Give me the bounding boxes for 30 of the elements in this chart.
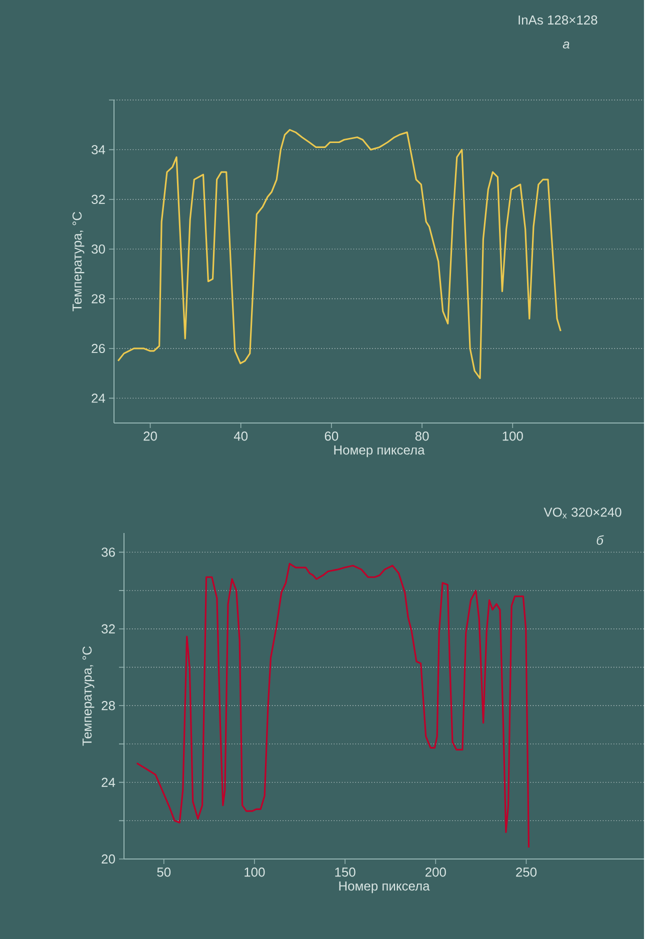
line-series (118, 129, 562, 380)
x-tick-label: 20 (144, 432, 158, 441)
chart-title: InAs 128×128 (518, 15, 598, 25)
y-axis-title: Температура, °C (82, 646, 94, 746)
x-tick-label: 100 (503, 432, 524, 441)
x-axis-title: Номер пиксела (334, 446, 426, 458)
chart-title: VO$_{x}$ 320×240 (544, 508, 622, 518)
y-tick-label: 28 (102, 701, 116, 710)
y-tick-label: 24 (102, 778, 116, 787)
y-tick-label: 32 (92, 194, 106, 204)
y-tick-label: 28 (92, 294, 106, 304)
x-tick-label: 50 (157, 868, 171, 877)
x-tick-label: 80 (416, 432, 429, 441)
y-tick-label: 34 (92, 145, 106, 154)
x-tick-label: 250 (516, 868, 537, 877)
x-tick-label: 60 (325, 432, 338, 441)
y-tick-label: 36 (102, 548, 116, 557)
x-tick-label: 100 (244, 868, 266, 877)
y-axis-title: Температура, °C (72, 212, 84, 312)
chart-subtitle: а (563, 41, 570, 49)
y-tick-label: 30 (92, 244, 106, 254)
chart-subtitle: б (597, 535, 604, 545)
y-tick-label: 32 (102, 624, 116, 634)
x-tick-label: 40 (234, 432, 248, 441)
x-tick-label: 200 (426, 868, 446, 877)
x-axis-title: Номер пиксела (340, 882, 430, 894)
y-tick-label: 20 (102, 854, 116, 864)
y-tick-label: 26 (92, 344, 106, 354)
x-tick-label: 150 (335, 868, 356, 877)
y-tick-label: 24 (92, 394, 106, 403)
